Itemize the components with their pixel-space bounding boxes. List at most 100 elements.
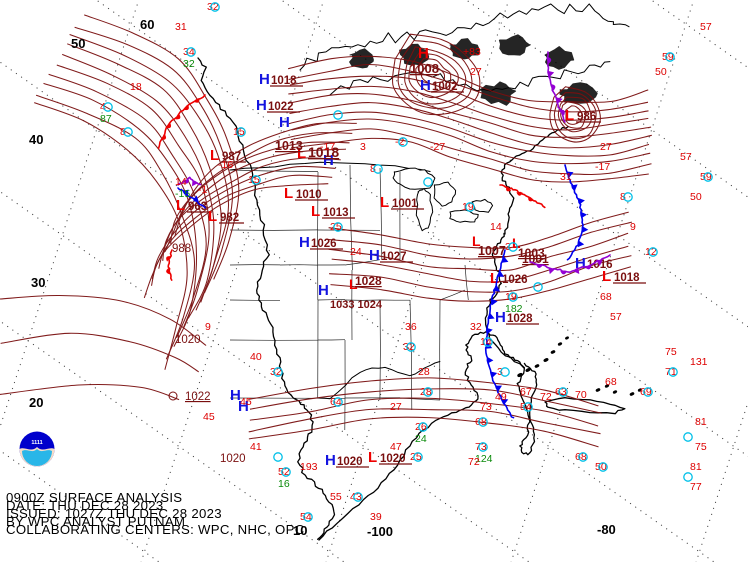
svg-text:COLLABORATING CENTERS: WPC, NH: COLLABORATING CENTERS: WPC, NHC, OPC <box>6 522 305 537</box>
svg-text:-80: -80 <box>597 522 616 537</box>
svg-text:77: 77 <box>690 481 702 493</box>
svg-text:8: 8 <box>370 163 376 175</box>
svg-text:H: H <box>418 45 429 62</box>
svg-text:986: 986 <box>577 111 596 123</box>
svg-text:1010: 1010 <box>296 189 322 201</box>
svg-text:1018: 1018 <box>271 75 297 87</box>
svg-text:1020: 1020 <box>337 456 363 468</box>
svg-text:24: 24 <box>350 246 362 258</box>
svg-text:3: 3 <box>360 141 366 153</box>
svg-text:28: 28 <box>418 366 430 378</box>
svg-text:1020: 1020 <box>380 453 406 465</box>
svg-text:18: 18 <box>130 81 142 93</box>
svg-text:60: 60 <box>140 17 154 32</box>
svg-text:L: L <box>311 203 320 220</box>
svg-text:67: 67 <box>520 386 532 398</box>
svg-text:30: 30 <box>31 275 45 290</box>
svg-text:1111: 1111 <box>31 440 42 446</box>
svg-text:H: H <box>256 97 267 114</box>
svg-text:16: 16 <box>278 478 290 490</box>
svg-text:1013: 1013 <box>323 207 349 219</box>
svg-text:8: 8 <box>120 126 126 138</box>
svg-text:57: 57 <box>700 21 712 33</box>
svg-text:1022: 1022 <box>268 101 294 113</box>
svg-text:49: 49 <box>495 391 507 403</box>
svg-text:L: L <box>208 208 217 225</box>
svg-text:31: 31 <box>175 21 187 33</box>
svg-text:L: L <box>368 449 377 466</box>
svg-text:1018: 1018 <box>614 272 640 284</box>
svg-text:81: 81 <box>690 461 702 473</box>
svg-text:H: H <box>318 282 329 299</box>
svg-text:70: 70 <box>575 389 587 401</box>
svg-text:L: L <box>472 233 481 249</box>
svg-text:20: 20 <box>29 395 43 410</box>
svg-text:39: 39 <box>370 511 382 523</box>
svg-text:27: 27 <box>390 401 402 413</box>
svg-text:10: 10 <box>293 523 307 538</box>
svg-text:72: 72 <box>540 391 552 403</box>
svg-text:8: 8 <box>620 191 626 203</box>
svg-text:+83: +83 <box>463 46 481 58</box>
svg-text:45: 45 <box>203 411 215 423</box>
svg-text:3: 3 <box>505 241 511 253</box>
svg-text:L: L <box>284 185 293 202</box>
svg-text:L: L <box>565 107 574 124</box>
svg-text:41: 41 <box>250 441 262 453</box>
svg-text:40: 40 <box>29 132 43 147</box>
svg-text:50: 50 <box>71 36 85 51</box>
svg-text:H: H <box>369 247 380 264</box>
svg-text:193: 193 <box>300 461 318 473</box>
svg-text:1020: 1020 <box>220 453 246 465</box>
svg-text:131: 131 <box>690 356 708 368</box>
svg-text:9: 9 <box>630 221 636 233</box>
svg-text:57: 57 <box>610 311 622 323</box>
svg-text:55: 55 <box>330 491 342 503</box>
svg-text:45: 45 <box>240 396 252 408</box>
svg-text:73: 73 <box>480 401 492 413</box>
svg-text:-17: -17 <box>595 161 610 173</box>
svg-text:-16: -16 <box>218 159 233 171</box>
svg-text:H: H <box>420 77 431 94</box>
svg-text:-100: -100 <box>367 524 393 539</box>
svg-text:982: 982 <box>220 212 239 224</box>
svg-text:1028: 1028 <box>355 274 382 288</box>
svg-text:14: 14 <box>490 221 502 233</box>
svg-text:1008: 1008 <box>410 61 439 76</box>
svg-text:1027: 1027 <box>381 251 407 263</box>
svg-text:27: 27 <box>470 66 482 78</box>
svg-text:68: 68 <box>600 291 612 303</box>
svg-text:87: 87 <box>100 113 112 125</box>
svg-text:L: L <box>380 194 389 211</box>
svg-text:1033 1024: 1033 1024 <box>330 299 383 311</box>
svg-text:24: 24 <box>415 433 427 445</box>
svg-text:40: 40 <box>250 351 262 363</box>
svg-text:H: H <box>299 234 310 251</box>
svg-text:182: 182 <box>505 303 523 315</box>
svg-text:-1: -1 <box>198 184 207 196</box>
svg-text:50: 50 <box>690 191 702 203</box>
svg-text:14: 14 <box>175 176 187 188</box>
svg-text:-27: -27 <box>430 141 445 153</box>
svg-text:H: H <box>259 71 270 88</box>
svg-text:1026: 1026 <box>502 274 528 286</box>
svg-text:988: 988 <box>172 243 191 255</box>
svg-text:-17: -17 <box>320 141 335 153</box>
svg-text:72: 72 <box>468 456 480 468</box>
svg-text:H: H <box>325 452 336 469</box>
svg-text:1002: 1002 <box>432 81 458 93</box>
svg-text:36: 36 <box>405 321 417 333</box>
svg-text:1013: 1013 <box>275 139 303 153</box>
svg-text:50: 50 <box>655 66 667 78</box>
svg-text:75: 75 <box>665 346 677 358</box>
svg-text:32: 32 <box>470 321 482 333</box>
svg-text:81: 81 <box>695 416 707 428</box>
svg-text:9: 9 <box>205 321 211 333</box>
svg-text:3: 3 <box>497 366 503 378</box>
svg-text:68: 68 <box>605 376 617 388</box>
svg-text:4: 4 <box>100 101 106 113</box>
svg-text:31: 31 <box>560 171 572 183</box>
svg-text:47: 47 <box>390 441 402 453</box>
svg-text:32: 32 <box>183 58 195 70</box>
svg-text:27: 27 <box>600 141 612 153</box>
